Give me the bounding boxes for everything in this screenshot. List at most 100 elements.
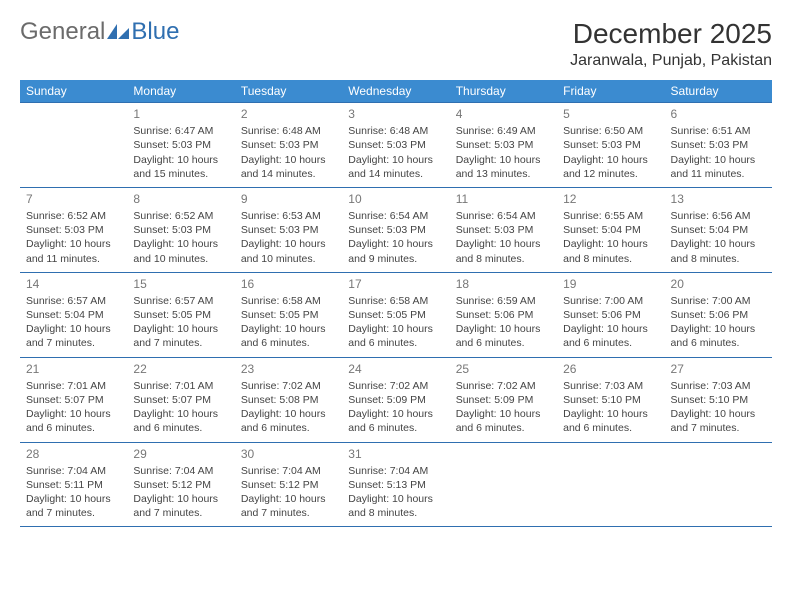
daylight-text: Daylight: 10 hours and 6 minutes. [563, 322, 658, 350]
sunset-text: Sunset: 5:03 PM [671, 138, 766, 152]
calendar-cell [20, 103, 127, 188]
sunset-text: Sunset: 5:12 PM [241, 478, 336, 492]
daylight-text: Daylight: 10 hours and 6 minutes. [456, 407, 551, 435]
calendar-body: 1Sunrise: 6:47 AMSunset: 5:03 PMDaylight… [20, 103, 772, 528]
calendar-cell: 12Sunrise: 6:55 AMSunset: 5:04 PMDayligh… [557, 187, 664, 272]
daylight-text: Daylight: 10 hours and 10 minutes. [133, 237, 228, 265]
calendar-cell: 2Sunrise: 6:48 AMSunset: 5:03 PMDaylight… [235, 103, 342, 188]
sunrise-text: Sunrise: 7:01 AM [26, 379, 121, 393]
daylight-text: Daylight: 10 hours and 8 minutes. [671, 237, 766, 265]
day-number: 23 [241, 361, 336, 377]
sunrise-text: Sunrise: 6:53 AM [241, 209, 336, 223]
calendar-cell: 1Sunrise: 6:47 AMSunset: 5:03 PMDaylight… [127, 103, 234, 188]
day-number: 5 [563, 106, 658, 122]
calendar-cell: 14Sunrise: 6:57 AMSunset: 5:04 PMDayligh… [20, 272, 127, 357]
daylight-text: Daylight: 10 hours and 7 minutes. [133, 492, 228, 520]
calendar-cell [557, 442, 664, 527]
logo-word-blue: Blue [131, 18, 179, 46]
sunset-text: Sunset: 5:03 PM [241, 223, 336, 237]
sunrise-text: Sunrise: 6:51 AM [671, 124, 766, 138]
sunset-text: Sunset: 5:03 PM [133, 138, 228, 152]
calendar-week: 28 Sunrise: 7:04 AM Sunset: 5:11 PM Dayligh… [20, 442, 772, 527]
day-number: 7 [26, 191, 121, 207]
daylight-text: Daylight: 10 hours and 11 minutes. [26, 237, 121, 265]
sunset-text: Sunset: 5:09 PM [348, 393, 443, 407]
calendar-week: 1Sunrise: 6:47 AMSunset: 5:03 PMDaylight… [20, 103, 772, 188]
bottom-rule [20, 527, 772, 528]
calendar-cell: 7Sunrise: 6:52 AMSunset: 5:03 PMDaylight… [20, 187, 127, 272]
sunrise-text: Sunrise: 6:54 AM [456, 209, 551, 223]
calendar-cell: 6 Sunrise: 6:51 AMSunset: 5:03 PMDaylight… [665, 103, 772, 188]
sunset-text: Sunset: 5:05 PM [241, 308, 336, 322]
header: General Blue December 2025 Jaranwala, Pu… [20, 18, 772, 70]
sunset-text: Sunset: 5:09 PM [456, 393, 551, 407]
daylight-text: Daylight: 10 hours and 6 minutes. [133, 407, 228, 435]
day-number: 18 [456, 276, 551, 292]
sunrise-text: Sunrise: 7:03 AM [671, 379, 766, 393]
dayhead-fri: Friday [557, 80, 664, 103]
daylight-text: Daylight: 10 hours and 11 minutes. [671, 153, 766, 181]
day-number: 22 [133, 361, 228, 377]
daylight-text: Daylight: 10 hours and 14 minutes. [348, 153, 443, 181]
sunset-text: Sunset: 5:03 PM [456, 138, 551, 152]
calendar-week: 14Sunrise: 6:57 AMSunset: 5:04 PMDayligh… [20, 272, 772, 357]
daylight-text: Daylight: 10 hours and 6 minutes. [563, 407, 658, 435]
calendar-cell: 3Sunrise: 6:48 AMSunset: 5:03 PMDaylight… [342, 103, 449, 188]
sunrise-text: Sunrise: 6:49 AM [456, 124, 551, 138]
sunrise-text: Sunrise: 6:48 AM [241, 124, 336, 138]
day-number: 12 [563, 191, 658, 207]
daylight-text: Daylight: 10 hours and 6 minutes. [348, 322, 443, 350]
daylight-text: Daylight: 10 hours and 10 minutes. [241, 237, 336, 265]
day-number: 20 [671, 276, 766, 292]
sunrise-text: Sunrise: 6:47 AM [133, 124, 228, 138]
sunrise-text: Sunrise: 6:57 AM [26, 294, 121, 308]
calendar-cell: 25Sunrise: 7:02 AMSunset: 5:09 PMDayligh… [450, 357, 557, 442]
sunrise-text: Sunrise: 6:57 AM [133, 294, 228, 308]
sunset-text: Sunset: 5:04 PM [26, 308, 121, 322]
calendar-cell: 8Sunrise: 6:52 AMSunset: 5:03 PMDaylight… [127, 187, 234, 272]
sunrise-text: Sunrise: 7:00 AM [671, 294, 766, 308]
calendar-week: 21Sunrise: 7:01 AMSunset: 5:07 PMDayligh… [20, 357, 772, 442]
sunrise-text: Sunrise: 6:52 AM [133, 209, 228, 223]
calendar-table: Sunday Monday Tuesday Wednesday Thursday… [20, 80, 772, 527]
sunrise-text: Sunrise: 7:04 AM [241, 464, 336, 478]
daylight-text: Daylight: 10 hours and 6 minutes. [241, 407, 336, 435]
daylight-text: Daylight: 10 hours and 8 minutes. [563, 237, 658, 265]
sunset-text: Sunset: 5:06 PM [671, 308, 766, 322]
sunset-text: Sunset: 5:11 PM [26, 478, 121, 492]
calendar-cell: 18Sunrise: 6:59 AMSunset: 5:06 PMDayligh… [450, 272, 557, 357]
sunrise-text: Sunrise: 6:52 AM [26, 209, 121, 223]
sunset-text: Sunset: 5:03 PM [456, 223, 551, 237]
dayhead-sat: Saturday [665, 80, 772, 103]
daylight-text: Daylight: 10 hours and 6 minutes. [241, 322, 336, 350]
day-number: 4 [456, 106, 551, 122]
calendar-week: 7Sunrise: 6:52 AMSunset: 5:03 PMDaylight… [20, 187, 772, 272]
day-number: 14 [26, 276, 121, 292]
calendar-cell: 17Sunrise: 6:58 AMSunset: 5:05 PMDayligh… [342, 272, 449, 357]
sunset-text: Sunset: 5:04 PM [671, 223, 766, 237]
calendar-cell: 21Sunrise: 7:01 AMSunset: 5:07 PMDayligh… [20, 357, 127, 442]
title-block: December 2025 Jaranwala, Punjab, Pakista… [570, 18, 772, 70]
daylight-text: Daylight: 10 hours and 6 minutes. [348, 407, 443, 435]
sunrise-text: Sunrise: 6:48 AM [348, 124, 443, 138]
calendar-cell: 5Sunrise: 6:50 AMSunset: 5:03 PMDaylight… [557, 103, 664, 188]
day-number: 28 [26, 446, 121, 462]
sunrise-text: Sunrise: 6:59 AM [456, 294, 551, 308]
day-number: 3 [348, 106, 443, 122]
location: Jaranwala, Punjab, Pakistan [570, 52, 772, 70]
sunrise-text: Sunrise: 7:03 AM [563, 379, 658, 393]
daylight-text: Daylight: 10 hours and 7 minutes. [671, 407, 766, 435]
day-number: 31 [348, 446, 443, 462]
daylight-text: Daylight: 10 hours and 6 minutes. [26, 407, 121, 435]
day-number: 6 [671, 106, 766, 122]
sunset-text: Sunset: 5:13 PM [348, 478, 443, 492]
sunset-text: Sunset: 5:07 PM [26, 393, 121, 407]
daylight-text: Daylight: 10 hours and 15 minutes. [133, 153, 228, 181]
day-number: 16 [241, 276, 336, 292]
day-number: 10 [348, 191, 443, 207]
logo-word-general: General [20, 18, 105, 46]
sunrise-text: Sunrise: 7:02 AM [456, 379, 551, 393]
calendar-cell: 13Sunrise: 6:56 AMSunset: 5:04 PMDayligh… [665, 187, 772, 272]
day-number: 2 [241, 106, 336, 122]
calendar-cell: 10Sunrise: 6:54 AMSunset: 5:03 PMDayligh… [342, 187, 449, 272]
